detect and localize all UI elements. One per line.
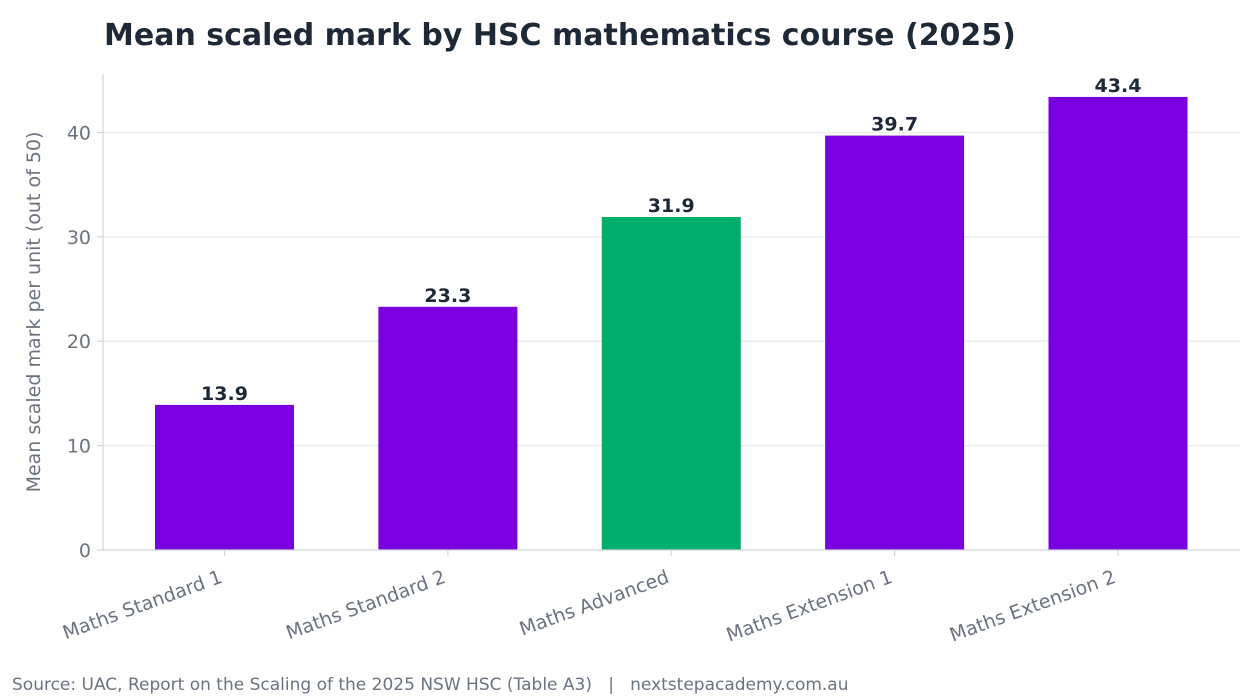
y-tick-label: 0 [79,540,91,562]
bar [825,135,965,551]
data-label: 39.7 [871,114,918,136]
y-tick-label: 30 [67,227,91,249]
y-tick-label: 20 [67,331,91,353]
x-tick-label: Maths Extension 2 [947,566,1119,646]
y-tick-label: 40 [67,122,91,144]
data-label: 13.9 [201,383,248,405]
bar [155,404,294,550]
y-tick-label: 10 [67,436,91,458]
y-axis-label: Mean scaled mark per unit (out of 50) [23,132,45,493]
data-label: 43.4 [1095,75,1142,97]
bar [1048,96,1188,551]
y-axis: 0 10 20 30 40 [67,74,104,562]
source-note: Source: UAC, Report on the Scaling of th… [12,675,849,695]
bar [378,306,518,550]
x-tick-label: Maths Advanced [517,566,672,640]
x-tick-label: Maths Standard 1 [60,566,225,644]
x-axis: Maths Standard 1 Maths Standard 2 Maths Ad… [60,549,1240,647]
data-label: 23.3 [424,285,471,307]
chart-title: Mean scaled mark by HSC mathematics cour… [104,18,1016,53]
bars [155,96,1188,551]
data-labels: 13.9 23.3 31.9 39.7 43.4 [201,75,1141,405]
x-tick-label: Maths Extension 1 [723,566,895,646]
data-label: 31.9 [648,195,695,217]
bar [601,217,741,550]
x-tick-label: Maths Standard 2 [283,566,448,644]
